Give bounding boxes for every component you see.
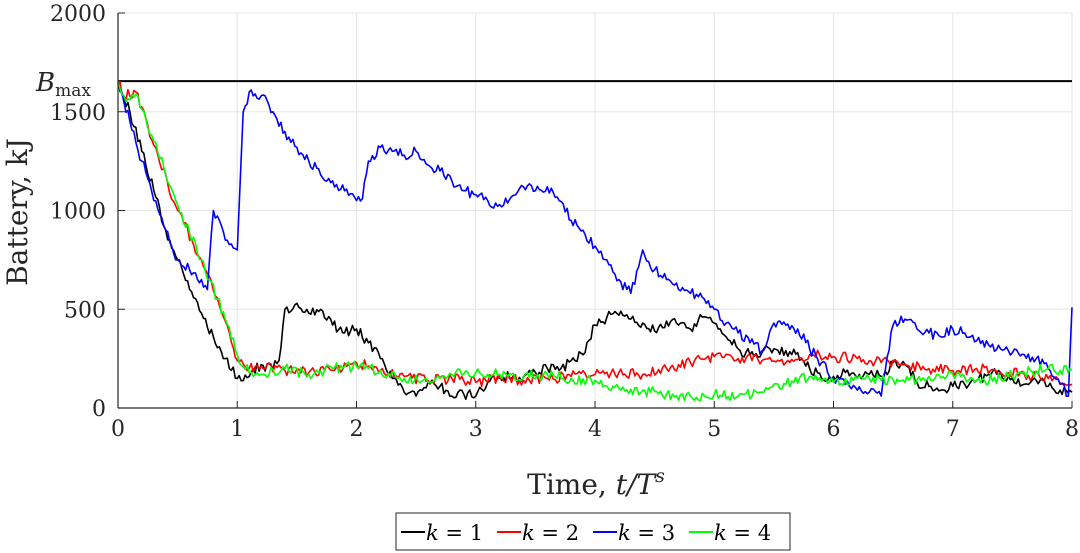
series-line-k2 bbox=[117, 80, 1073, 388]
series-line-k1 bbox=[117, 81, 1073, 400]
y-tick-label: 1000 bbox=[50, 200, 106, 225]
legend-label-k1: k = 1 bbox=[426, 521, 483, 545]
x-tick-label: 8 bbox=[1065, 417, 1079, 442]
series-line-k3 bbox=[117, 81, 1073, 397]
grid bbox=[117, 12, 1073, 409]
series-group bbox=[117, 80, 1073, 402]
y-tick-label: 1500 bbox=[50, 101, 106, 126]
y-tick-label: 2000 bbox=[50, 2, 106, 27]
x-tick-label: 5 bbox=[707, 417, 721, 442]
legend-label-k3: k = 3 bbox=[618, 521, 675, 545]
x-tick-label: 4 bbox=[588, 417, 602, 442]
x-axis-label-math: t/T bbox=[616, 468, 658, 501]
axes bbox=[117, 12, 1073, 409]
legend-label-k4: k = 4 bbox=[714, 521, 771, 545]
bmax-label: Bmax bbox=[35, 68, 91, 101]
x-tick-label: 6 bbox=[827, 417, 841, 442]
y-axis-label: Battery, kJ bbox=[1, 138, 34, 286]
x-axis-label: Time, t/Ts bbox=[527, 465, 665, 501]
x-axis-label-text: Time, bbox=[527, 468, 616, 501]
x-tick-label: 1 bbox=[230, 417, 244, 442]
legend: k = 1 k = 2 k = 3 k = 4 bbox=[395, 512, 791, 551]
y-tick-label: 0 bbox=[92, 397, 106, 422]
legend-label-k2: k = 2 bbox=[522, 521, 579, 545]
x-tick-label: 3 bbox=[469, 417, 483, 442]
x-tick-label: 7 bbox=[946, 417, 960, 442]
y-tick-label: 500 bbox=[64, 298, 106, 323]
series-line-k4 bbox=[117, 81, 1073, 402]
x-axis-label-sup: s bbox=[655, 465, 665, 487]
x-tick-label: 0 bbox=[111, 417, 125, 442]
tick-labels: 0 1 2 3 4 5 6 7 8 0 500 1000 1500 2000 bbox=[50, 2, 1079, 442]
bmax-label-base: B bbox=[35, 68, 55, 98]
x-tick-label: 2 bbox=[350, 417, 364, 442]
bmax-label-sub: max bbox=[55, 81, 91, 101]
